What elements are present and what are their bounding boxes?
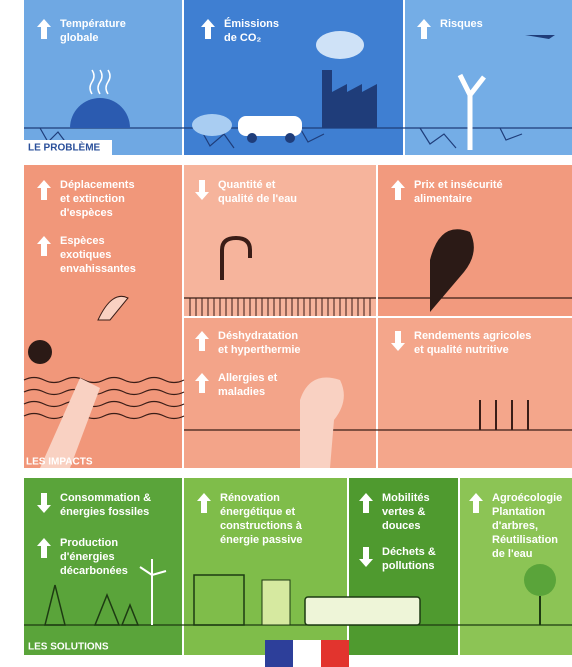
infographic: Température globale Émissions de CO₂ Risques… [0, 0, 572, 667]
caption-line: et hyperthermie [218, 344, 301, 356]
caption-line: vertes & [382, 506, 425, 518]
factory [332, 84, 377, 128]
caption-line: énergétique et [220, 506, 296, 518]
panel [184, 165, 376, 316]
caption-line: Réutilisation [492, 534, 558, 546]
caption-line: et qualité nutritive [414, 344, 509, 356]
wheel [247, 133, 257, 143]
caption-line: alimentaire [414, 193, 472, 205]
caption-line: envahissantes [60, 263, 136, 275]
logo [265, 640, 349, 667]
section-label: LE PROBLÈME [28, 141, 101, 154]
section-label: LES SOLUTIONS [28, 642, 109, 653]
caption-line: d'espèces [60, 207, 113, 219]
caption-line: de l'eau [492, 548, 533, 560]
caption-line: Déshydratation [218, 330, 298, 342]
caption-line: énergies fossiles [60, 506, 149, 518]
panel [184, 478, 347, 655]
caption-line: Émissions [224, 17, 279, 30]
caption-line: globale [60, 32, 99, 44]
caption-line: Rénovation [220, 492, 280, 504]
caption-line: Consommation & [60, 492, 151, 504]
caption-line: énergie passive [220, 534, 303, 546]
caption-line: de CO₂ [224, 32, 261, 44]
caption-line: Température [60, 18, 126, 30]
caption-line: Déplacements [60, 179, 135, 191]
caption-line: Risques [440, 18, 483, 30]
caption-line: qualité de l'eau [218, 193, 297, 205]
chimney [322, 70, 332, 128]
caption-line: Quantité et [218, 179, 276, 191]
caption-line: Plantation [492, 506, 545, 518]
wheel [285, 133, 295, 143]
caption-line: Agroécologie [492, 492, 562, 504]
section-label: LES IMPACTS [26, 457, 93, 468]
caption-line: pollutions [382, 560, 435, 572]
head [28, 340, 52, 364]
building [262, 580, 290, 625]
caption-line: douces [382, 520, 421, 532]
caption-line: Espèces [60, 235, 105, 247]
caption-line: exotiques [60, 249, 111, 261]
cloud [316, 31, 364, 59]
caption-line: décarbonées [60, 565, 128, 577]
caption-line: et extinction [60, 193, 125, 205]
tram [305, 597, 420, 625]
caption-line: d'arbres, [492, 520, 538, 532]
caption-line: maladies [218, 386, 265, 398]
panel [405, 0, 572, 155]
caption-line: Prix et insécurité [414, 179, 503, 191]
cloud [192, 114, 232, 136]
caption-line: Production [60, 537, 118, 549]
caption-line: d'énergies [60, 551, 115, 563]
tree [524, 564, 556, 596]
caption-line: Mobilités [382, 492, 430, 504]
caption-line: constructions à [220, 520, 303, 532]
car [238, 116, 302, 136]
caption-line: Rendements agricoles [414, 330, 531, 342]
caption-line: Allergies et [218, 372, 278, 384]
caption-line: Déchets & [382, 546, 436, 558]
